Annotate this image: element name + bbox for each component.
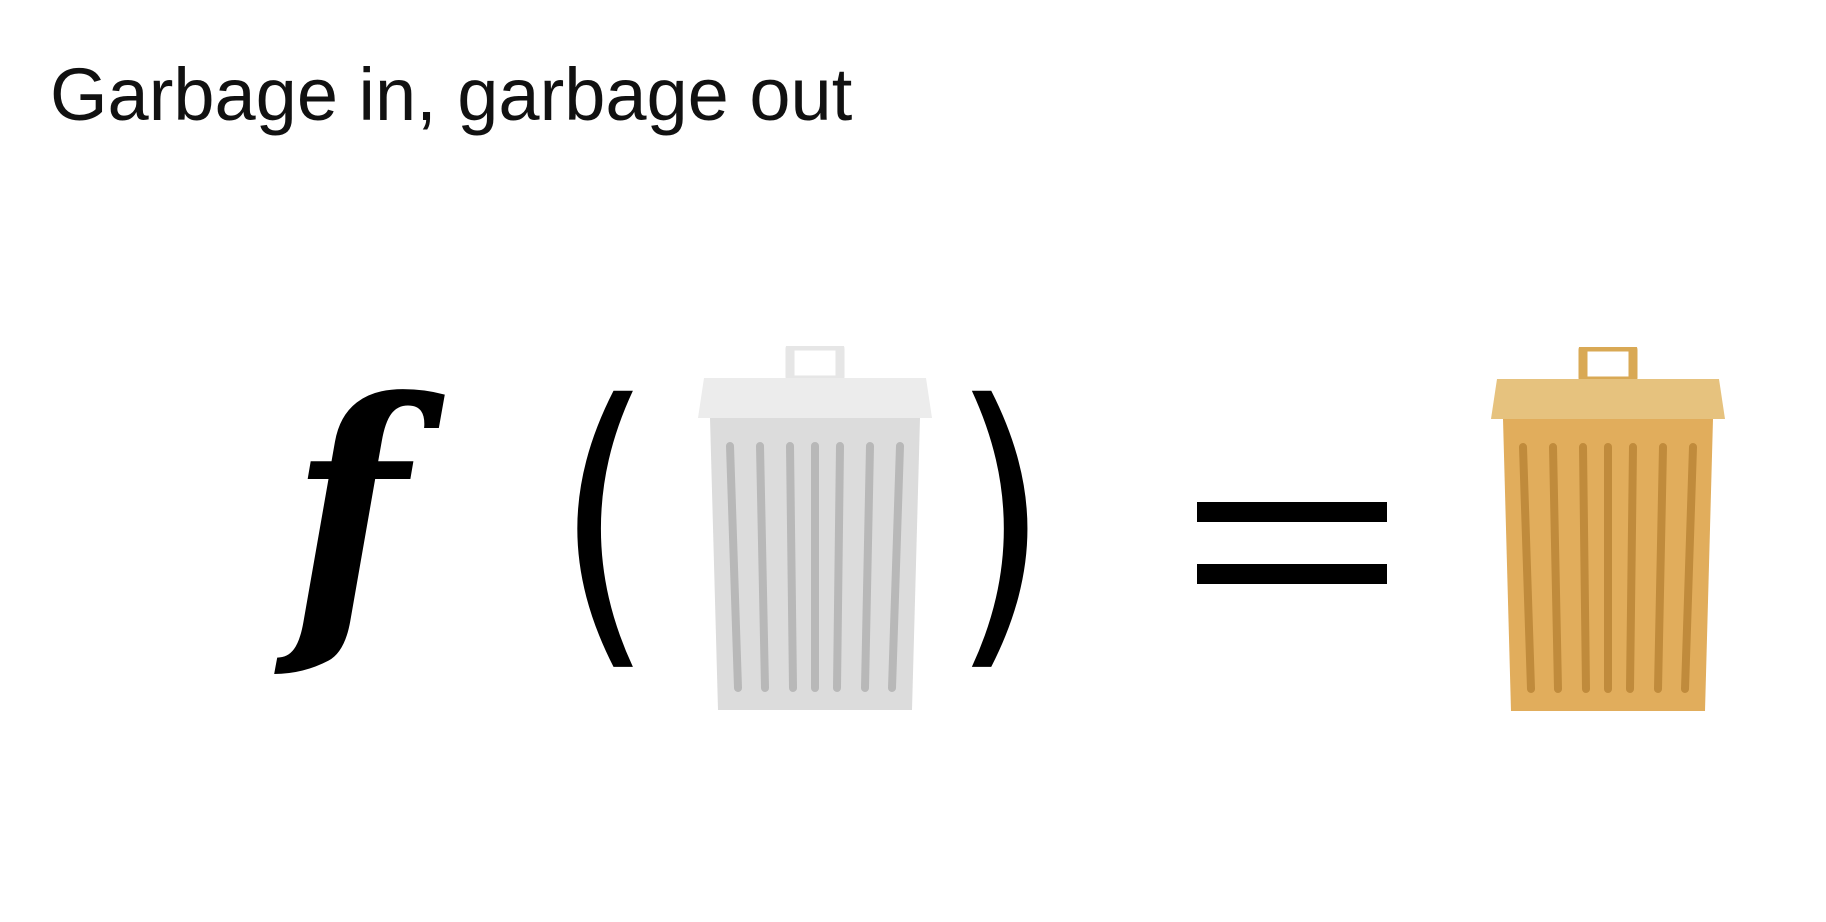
output-bin-lid bbox=[1491, 379, 1725, 419]
output-bin-handle bbox=[1578, 347, 1638, 386]
slide-title: Garbage in, garbage out bbox=[50, 53, 853, 136]
equals-sign bbox=[1197, 502, 1387, 584]
close-parenthesis: ) bbox=[952, 339, 1049, 700]
output-trash-can-icon bbox=[1491, 347, 1725, 711]
input-bin-stripes bbox=[726, 442, 904, 692]
equals-bar-top bbox=[1197, 502, 1387, 522]
input-bin-lid bbox=[698, 378, 932, 418]
equals-bar-bottom bbox=[1197, 564, 1387, 584]
input-trash-can-icon bbox=[698, 346, 932, 710]
output-bin-stripes bbox=[1519, 443, 1697, 693]
function-symbol: f bbox=[290, 335, 407, 688]
input-bin-handle bbox=[785, 346, 845, 385]
open-parenthesis: ( bbox=[556, 339, 653, 700]
